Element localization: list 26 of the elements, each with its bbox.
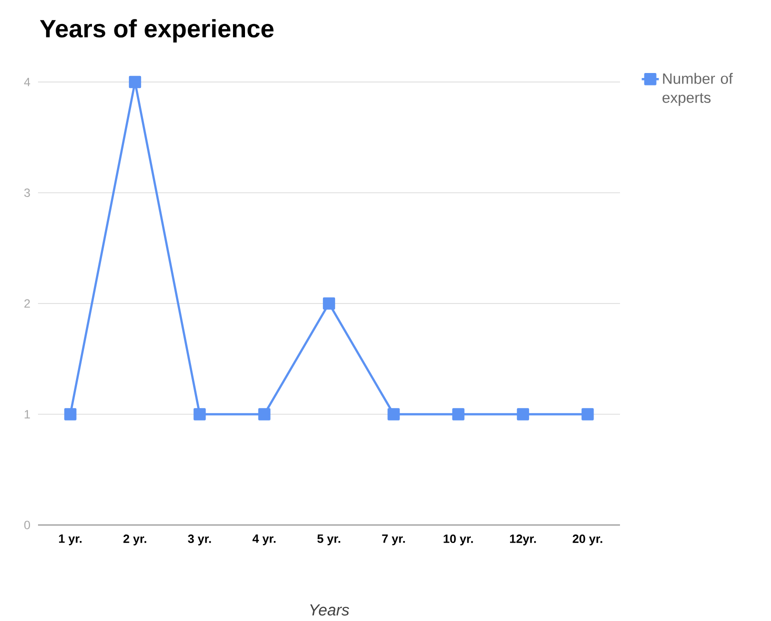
point (128, 76, 142, 88)
point (582, 408, 594, 420)
point (194, 408, 206, 420)
x-tick-label: 1 yr. (59, 534, 82, 546)
x-tick-label: 5 yr. (317, 534, 340, 546)
x-tick-label: 4 yr. (252, 534, 276, 546)
y-tick-label: 1 (24, 410, 30, 418)
y-tick-label: 4 (24, 78, 30, 86)
legend-label: Number of experts (662, 72, 733, 106)
y-tick-label: 3 (24, 188, 30, 197)
x-tick-label: 3 yr. (188, 534, 211, 546)
x-tick-label: 20 yr. (572, 534, 602, 546)
point (322, 297, 336, 310)
point (258, 408, 270, 420)
x-tick-label: 2 yr. (123, 534, 146, 546)
y-tick-label: 0 (24, 520, 30, 530)
x-tick-label: 10 yr. (444, 534, 473, 546)
x-axis-title: Years (310, 604, 350, 616)
x-tick-label: 12yr. (510, 534, 536, 546)
point (64, 408, 76, 420)
point (516, 408, 530, 420)
point (452, 408, 464, 420)
point (388, 408, 400, 420)
y-tick-label: 2 (24, 299, 30, 308)
chart-title: Years of experience (40, 19, 274, 42)
x-tick-label: 7 yr. (382, 534, 405, 546)
